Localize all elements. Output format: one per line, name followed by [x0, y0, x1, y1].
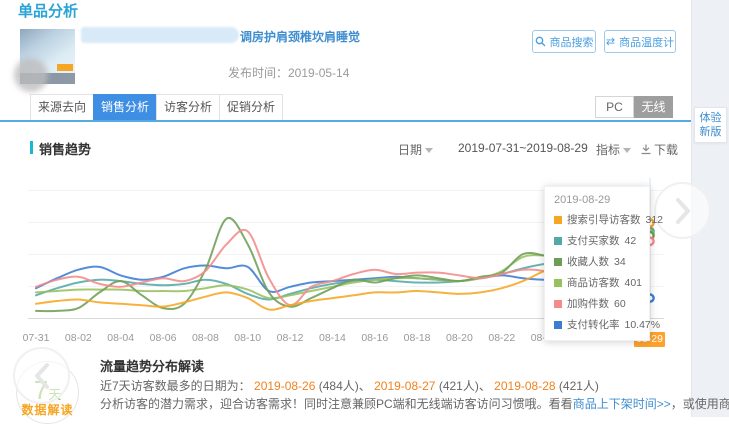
legend-color-swatch — [554, 299, 562, 308]
insight-top-date-count: (421人)、 — [435, 379, 491, 393]
insight-line1: 近7天访客数最多的日期为： 2019-08-26 (484人)、 2019-08… — [100, 377, 690, 394]
tooltip-row: 支付买家数 42 — [554, 233, 640, 248]
insight-badge-label: 数据解读 — [21, 403, 74, 417]
toggle-wireless[interactable]: 无线 — [634, 96, 673, 118]
legend-color-swatch — [554, 320, 562, 329]
insight-top-date: 2019-08-28 — [490, 379, 556, 393]
tooltip-row: 商品访客数 401 — [554, 275, 643, 290]
new-version-line1: 体验 — [699, 112, 722, 124]
x-tick-label: 08-12 — [276, 332, 304, 344]
date-range-value: 2019-07-31~2019-08-29 — [458, 141, 588, 155]
insight-top-date: 2019-08-27 — [370, 379, 436, 393]
tooltip-metric-label: 搜索引导访客数 — [567, 214, 641, 226]
tab-sales[interactable]: 销售分析 — [93, 94, 158, 120]
x-tick-label: 08-06 — [149, 332, 177, 344]
legend-color-swatch — [554, 236, 562, 245]
legend-color-swatch — [554, 215, 562, 224]
metric-dropdown[interactable]: 指标 — [596, 141, 632, 158]
section-marker — [30, 141, 33, 154]
insight-title: 流量趋势分布解读 — [100, 359, 205, 374]
x-tick-label: 08-08 — [191, 332, 219, 344]
tooltip-metric-label: 支付转化率 — [567, 319, 620, 331]
download-button[interactable]: 下载 — [641, 141, 678, 158]
new-version-line2: 新版 — [699, 126, 722, 138]
chart-tooltip: 2019-08-29 搜索引导访客数 312 支付买家数 42 收藏人数 34 商品访客数 4… — [544, 186, 663, 341]
tooltip-row: 搜索引导访客数 312 — [554, 212, 663, 227]
metric-dropdown-label: 指标 — [596, 143, 621, 157]
download-icon — [641, 144, 651, 155]
chevron-right-icon — [675, 197, 690, 224]
insight-top-date: 2019-08-26 — [250, 379, 316, 393]
caret-down-icon — [425, 148, 434, 153]
caret-down-icon — [623, 148, 632, 153]
x-tick-label: 08-18 — [403, 332, 431, 344]
tooltip-metric-label: 商品访客数 — [567, 277, 620, 289]
tab-visitor[interactable]: 访客分析 — [156, 94, 221, 120]
tooltip-row: 加购件数 60 — [554, 296, 640, 311]
x-tick-label: 08-20 — [446, 332, 473, 344]
chevron-right-button[interactable] — [654, 182, 711, 239]
chevron-left-icon — [34, 362, 49, 389]
date-dropdown[interactable]: 日期 — [398, 141, 434, 158]
avatar — [14, 58, 48, 92]
x-tick-label: 07-31 — [22, 332, 50, 344]
page-title: 单品分析 — [18, 3, 79, 20]
insight-top-date-count: (421人) — [555, 379, 599, 393]
tooltip-date: 2019-08-29 — [554, 194, 611, 206]
tooltip-metric-value: 42 — [624, 234, 637, 247]
tooltip-rows: 搜索引导访客数 312 支付买家数 42 收藏人数 34 商品访客数 401 加购件数 60 支付转… — [554, 212, 663, 332]
tooltip-row: 支付转化率 10.47% — [554, 317, 660, 332]
tooltip-metric-label: 收藏人数 — [567, 256, 609, 268]
legend-color-swatch — [554, 278, 562, 287]
tooltip-metric-label: 支付买家数 — [567, 235, 620, 247]
insight-line2: 分析访客的潜力需求，迎合访客需求！同时注意兼顾PC端和无线端访客访问习惯哦。看看… — [100, 395, 729, 412]
tabs-underline — [0, 120, 691, 122]
try-new-version-button[interactable]: 体验 新版 — [694, 107, 727, 143]
analysis-tabs: 来源去向 销售分析 访客分析 促销分析 — [30, 94, 284, 120]
tooltip-metric-value: 10.47% — [624, 318, 661, 331]
tab-source[interactable]: 来源去向 — [30, 94, 95, 120]
download-label: 下载 — [654, 143, 679, 157]
section-title: 销售趋势 — [39, 142, 92, 157]
insight-line1-prefix: 近7天访客数最多的日期为： — [100, 379, 251, 393]
x-tick-label: 08-14 — [318, 332, 346, 344]
insight-line2-text1: 分析访客的潜力需求，迎合访客需求！同时注意兼顾PC端和无线端访客访问习惯哦。看看 — [100, 397, 573, 411]
tooltip-metric-value: 401 — [624, 276, 643, 289]
x-tick-label: 08-10 — [234, 332, 262, 344]
legend-color-swatch — [554, 257, 562, 266]
x-tick-label: 08-04 — [107, 332, 135, 344]
tooltip-metric-value: 34 — [614, 255, 626, 268]
product-title-link[interactable]: 调房护肩颈椎坎肩睡觉 — [240, 30, 361, 44]
tooltip-row: 收藏人数 34 — [554, 254, 640, 269]
product-thermometer-button[interactable]: ⇄ 商品温度计 — [604, 30, 676, 53]
tooltip-metric-value: 60 — [614, 297, 626, 310]
x-tick-label: 08-22 — [488, 332, 516, 344]
toggle-pc[interactable]: PC — [595, 96, 634, 118]
insight-top-date-count: (484人)、 — [315, 379, 371, 393]
thermometer-icon: ⇄ — [605, 36, 616, 48]
chevron-left-button[interactable] — [13, 347, 70, 404]
publish-time: 发布时间：2019-05-14 — [228, 66, 350, 80]
insight-line2-text2: ，或使用商品温度计诊断商品存在什么问题吧。 — [670, 397, 729, 411]
product-thermometer-label: 商品温度计 — [619, 36, 675, 49]
device-toggle: PC 无线 — [595, 96, 673, 118]
product-search-button[interactable]: 商品搜索 — [532, 30, 596, 53]
date-dropdown-label: 日期 — [398, 143, 423, 157]
x-tick-label: 08-16 — [361, 332, 389, 344]
tooltip-metric-value: 312 — [645, 213, 664, 226]
tab-promotion[interactable]: 促销分析 — [219, 94, 284, 120]
sales-trend-chart[interactable]: 07-31 08-02 08-04 08-06 08-08 08-10 08-12 08-14… — [0, 168, 691, 404]
tooltip-metric-label: 加购件数 — [567, 298, 609, 310]
product-title-redacted — [81, 27, 239, 43]
product-search-label: 商品搜索 — [549, 36, 594, 49]
search-icon — [535, 36, 545, 47]
x-tick-label: 08-02 — [64, 332, 92, 344]
shelf-time-link[interactable]: 商品上下架时间>> — [572, 397, 671, 411]
